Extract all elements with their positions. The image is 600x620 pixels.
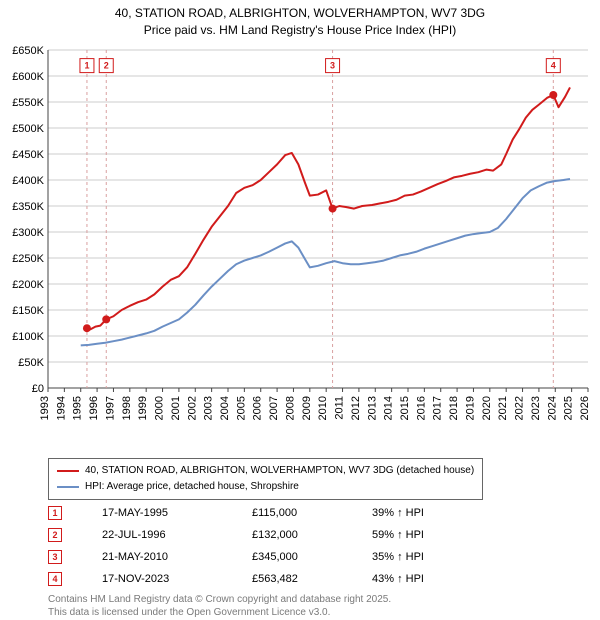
svg-text:2025: 2025 bbox=[563, 396, 575, 420]
svg-text:2021: 2021 bbox=[497, 396, 509, 420]
svg-text:2003: 2003 bbox=[203, 396, 215, 420]
chart-marker-point bbox=[549, 91, 557, 99]
chart-marker-point bbox=[102, 315, 110, 323]
transaction-hpi-pct: 43% ↑ HPI bbox=[372, 573, 472, 585]
svg-text:2002: 2002 bbox=[186, 396, 198, 420]
transaction-row: 1 17-MAY-1995£115,00039% ↑ HPI bbox=[48, 502, 472, 524]
svg-text:2023: 2023 bbox=[530, 396, 542, 420]
legend-swatch bbox=[57, 486, 79, 488]
transaction-date: 21-MAY-2010 bbox=[102, 551, 252, 563]
transaction-date: 17-MAY-1995 bbox=[102, 507, 252, 519]
svg-text:2017: 2017 bbox=[432, 396, 444, 420]
transaction-hpi-pct: 39% ↑ HPI bbox=[372, 507, 472, 519]
svg-text:2026: 2026 bbox=[579, 396, 591, 420]
svg-text:£650K: £650K bbox=[12, 45, 44, 57]
svg-text:2024: 2024 bbox=[546, 396, 558, 420]
transaction-marker: 3 bbox=[48, 550, 62, 564]
svg-text:£100K: £100K bbox=[12, 331, 44, 343]
chart-area: £0 £50K £100K £150K £200K £250K £300K £350K £400… bbox=[0, 44, 600, 447]
legend-swatch bbox=[57, 470, 79, 472]
transaction-price: £563,482 bbox=[252, 573, 372, 585]
footer-line1: Contains HM Land Registry data © Crown c… bbox=[48, 594, 391, 607]
line-chart-svg: £0 £50K £100K £150K £200K £250K £300K £350K £400… bbox=[0, 44, 600, 444]
transaction-price: £132,000 bbox=[252, 529, 372, 541]
svg-text:£350K: £350K bbox=[12, 201, 44, 213]
svg-text:1996: 1996 bbox=[88, 396, 100, 420]
svg-text:2: 2 bbox=[104, 61, 109, 71]
svg-text:2000: 2000 bbox=[154, 396, 166, 420]
svg-text:2007: 2007 bbox=[268, 396, 280, 420]
svg-text:£550K: £550K bbox=[12, 97, 44, 109]
svg-text:2006: 2006 bbox=[252, 396, 264, 420]
chart-title-line2: Price paid vs. HM Land Registry's House … bbox=[0, 23, 600, 44]
svg-text:2016: 2016 bbox=[415, 396, 427, 420]
footer-line2: This data is licensed under the Open Gov… bbox=[48, 607, 391, 620]
svg-text:2019: 2019 bbox=[464, 396, 476, 420]
svg-text:£250K: £250K bbox=[12, 253, 44, 265]
svg-text:2001: 2001 bbox=[170, 396, 182, 420]
transaction-hpi-pct: 35% ↑ HPI bbox=[372, 551, 472, 563]
transactions-table: 1 17-MAY-1995£115,00039% ↑ HPI 2 22-JUL-199… bbox=[48, 502, 472, 590]
svg-text:2008: 2008 bbox=[284, 396, 296, 420]
transaction-price: £115,000 bbox=[252, 507, 372, 519]
transaction-marker: 4 bbox=[48, 572, 62, 586]
svg-text:2022: 2022 bbox=[514, 396, 526, 420]
svg-text:2014: 2014 bbox=[383, 396, 395, 420]
svg-text:£0: £0 bbox=[32, 383, 44, 395]
chart-legend: 40, STATION ROAD, ALBRIGHTON, WOLVERHAMP… bbox=[48, 458, 483, 500]
footer-attribution: Contains HM Land Registry data © Crown c… bbox=[48, 594, 391, 619]
svg-text:2011: 2011 bbox=[334, 396, 346, 420]
svg-text:2009: 2009 bbox=[301, 396, 313, 420]
transaction-date: 17-NOV-2023 bbox=[102, 573, 252, 585]
transaction-row: 4 17-NOV-2023£563,48243% ↑ HPI bbox=[48, 568, 472, 590]
legend-item: 40, STATION ROAD, ALBRIGHTON, WOLVERHAMP… bbox=[57, 463, 474, 479]
legend-label: HPI: Average price, detached house, Shro… bbox=[85, 479, 299, 495]
transaction-row: 2 22-JUL-1996£132,00059% ↑ HPI bbox=[48, 524, 472, 546]
legend-item: HPI: Average price, detached house, Shro… bbox=[57, 479, 474, 495]
chart-marker-point bbox=[83, 324, 91, 332]
transaction-row: 3 21-MAY-2010£345,00035% ↑ HPI bbox=[48, 546, 472, 568]
svg-text:2015: 2015 bbox=[399, 396, 411, 420]
transaction-date: 22-JUL-1996 bbox=[102, 529, 252, 541]
chart-title-line1: 40, STATION ROAD, ALBRIGHTON, WOLVERHAMP… bbox=[0, 0, 600, 23]
svg-text:2005: 2005 bbox=[235, 396, 247, 420]
svg-text:£400K: £400K bbox=[12, 175, 44, 187]
svg-text:1995: 1995 bbox=[72, 396, 84, 420]
svg-text:£150K: £150K bbox=[12, 305, 44, 317]
svg-text:2010: 2010 bbox=[317, 396, 329, 420]
svg-text:2004: 2004 bbox=[219, 396, 231, 420]
svg-text:£500K: £500K bbox=[12, 123, 44, 135]
transaction-hpi-pct: 59% ↑ HPI bbox=[372, 529, 472, 541]
svg-text:2018: 2018 bbox=[448, 396, 460, 420]
svg-text:£300K: £300K bbox=[12, 227, 44, 239]
svg-text:3: 3 bbox=[330, 61, 335, 71]
svg-text:1994: 1994 bbox=[55, 396, 67, 420]
svg-text:1993: 1993 bbox=[39, 396, 51, 420]
svg-text:2020: 2020 bbox=[481, 396, 493, 420]
svg-text:4: 4 bbox=[551, 61, 556, 71]
transaction-marker: 2 bbox=[48, 528, 62, 542]
svg-text:1998: 1998 bbox=[121, 396, 133, 420]
transaction-price: £345,000 bbox=[252, 551, 372, 563]
svg-text:1997: 1997 bbox=[104, 396, 116, 420]
transaction-marker: 1 bbox=[48, 506, 62, 520]
svg-text:2012: 2012 bbox=[350, 396, 362, 420]
chart-marker-point bbox=[329, 205, 337, 213]
svg-text:£50K: £50K bbox=[18, 357, 44, 369]
svg-text:£200K: £200K bbox=[12, 279, 44, 291]
svg-text:£450K: £450K bbox=[12, 149, 44, 161]
svg-text:1999: 1999 bbox=[137, 396, 149, 420]
svg-text:£600K: £600K bbox=[12, 71, 44, 83]
svg-text:2013: 2013 bbox=[366, 396, 378, 420]
svg-text:1: 1 bbox=[84, 61, 89, 71]
legend-label: 40, STATION ROAD, ALBRIGHTON, WOLVERHAMP… bbox=[85, 463, 474, 479]
